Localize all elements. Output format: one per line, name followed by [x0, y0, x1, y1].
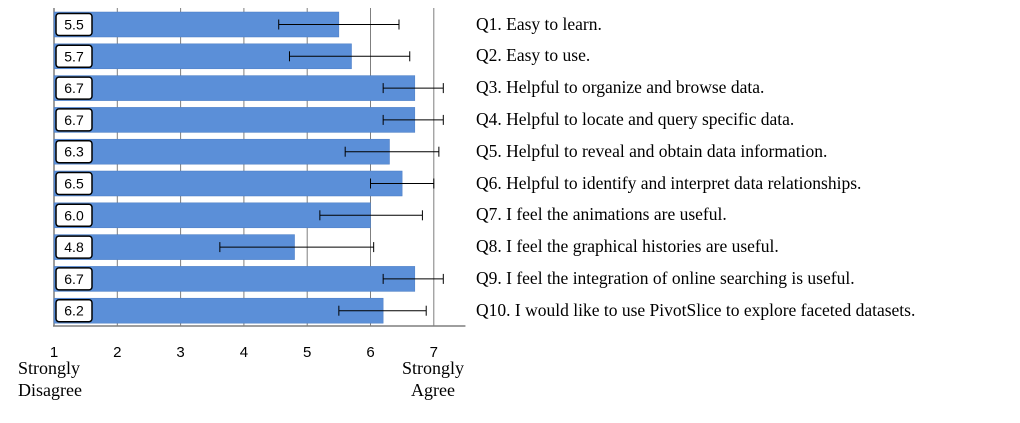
x-tick-labels: 1 2 3 4 5 6 7 — [50, 344, 438, 361]
x-tick-label: 2 — [113, 344, 121, 361]
question-label: Q8. I feel the graphical histories are u… — [476, 236, 779, 257]
svg-text:4.8: 4.8 — [64, 239, 84, 255]
svg-text:5.7: 5.7 — [64, 48, 84, 64]
value-label: 6.0 — [55, 203, 93, 228]
x-tick-label: 1 — [50, 344, 58, 361]
value-label: 6.2 — [55, 298, 93, 323]
svg-text:5.5: 5.5 — [64, 17, 84, 33]
svg-text:6.7: 6.7 — [64, 271, 84, 287]
error-bar — [288, 51, 411, 62]
value-label: 5.7 — [55, 44, 93, 69]
bar — [53, 75, 416, 101]
bars — [53, 11, 416, 324]
value-label: 6.7 — [55, 108, 93, 132]
right-end-label-line-1: Strongly — [401, 358, 464, 378]
right-end-label-line-2: Agree — [411, 380, 455, 400]
error-bar — [344, 146, 440, 157]
bar — [53, 266, 416, 292]
bar — [53, 297, 384, 324]
question-label: Q10. I would like to use PivotSlice to e… — [476, 299, 916, 320]
x-tick-label: 3 — [176, 344, 184, 361]
x-tick-label: 4 — [240, 344, 248, 361]
question-label: Q3. Helpful to organize and browse data. — [476, 77, 765, 98]
svg-text:6.7: 6.7 — [64, 80, 84, 96]
question-label: Q6. Helpful to identify and interpret da… — [476, 172, 862, 193]
svg-text:6.2: 6.2 — [64, 303, 84, 319]
error-bar — [382, 83, 444, 94]
error-bar — [319, 210, 423, 221]
right-end-label: Strongly Agree — [397, 357, 469, 401]
svg-text:6.7: 6.7 — [64, 112, 84, 128]
x-tick-label: 7 — [430, 344, 438, 361]
value-label: 6.5 — [55, 171, 93, 196]
value-label: 6.3 — [55, 139, 93, 164]
error-bars — [219, 19, 444, 316]
question-label: Q2. Easy to use. — [476, 45, 591, 66]
svg-text:6.0: 6.0 — [64, 207, 84, 223]
question-label: Q4. Helpful to locate and query specific… — [476, 108, 795, 129]
value-label: 4.8 — [55, 235, 93, 259]
question-label: Q5. Helpful to reveal and obtain data in… — [476, 140, 828, 161]
error-bar — [338, 305, 427, 316]
error-bar — [219, 242, 375, 253]
left-end-label: Strongly Disagree — [18, 357, 82, 401]
value-label: 5.5 — [55, 12, 93, 37]
x-tick-label: 6 — [366, 344, 374, 361]
x-tick-label: 5 — [303, 344, 311, 361]
bar — [53, 202, 371, 229]
bar — [53, 107, 416, 133]
left-end-label-line-2: Disagree — [18, 380, 82, 400]
error-bar — [382, 273, 444, 284]
bar — [53, 138, 390, 165]
error-bar — [278, 19, 400, 30]
left-end-label-line-1: Strongly — [18, 358, 81, 378]
question-label: Q1. Easy to learn. — [476, 13, 602, 34]
question-label: Q9. I feel the integration of online sea… — [476, 267, 855, 288]
question-label: Q7. I feel the animations are useful. — [476, 204, 727, 225]
error-bar — [382, 114, 444, 125]
value-label: 6.7 — [55, 76, 93, 100]
svg-text:6.3: 6.3 — [64, 144, 84, 160]
bar — [53, 170, 403, 197]
value-labels: 5.5 5.7 6.7 6.7 6.3 6.5 6.0 4.8 6.7 6.2 — [55, 12, 93, 323]
value-label: 6.7 — [55, 267, 93, 291]
error-bar — [370, 178, 435, 189]
svg-text:6.5: 6.5 — [64, 176, 84, 192]
